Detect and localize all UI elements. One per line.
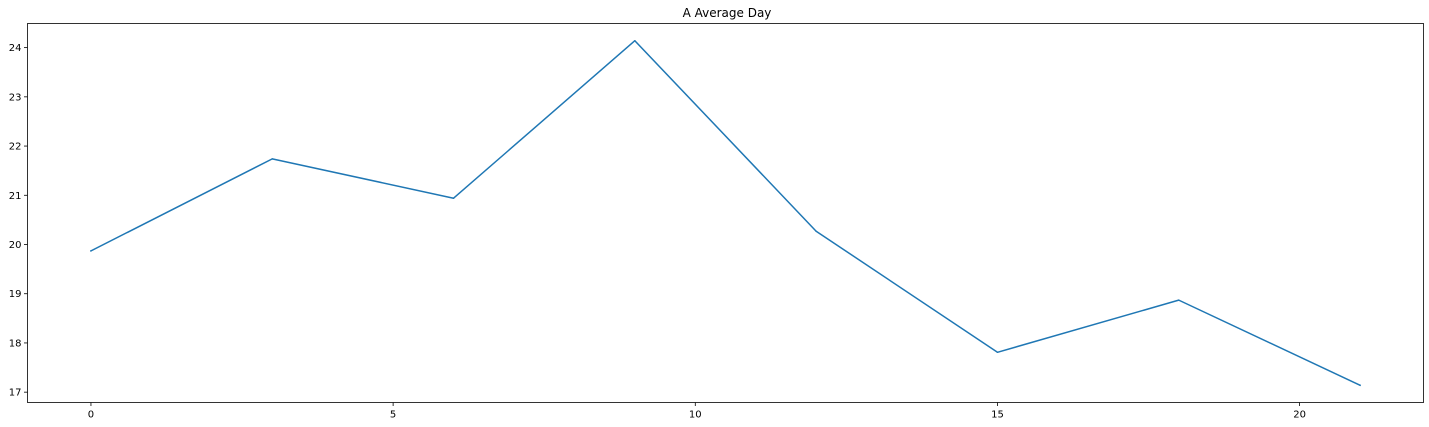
series-line bbox=[89, 39, 1362, 387]
x-tick-label: 20 bbox=[1293, 410, 1306, 421]
x-tick-label: 0 bbox=[88, 410, 94, 421]
y-tick-label: 21 bbox=[9, 191, 22, 202]
y-tick-label: 18 bbox=[9, 338, 22, 349]
y-tick-label: 23 bbox=[9, 92, 22, 103]
plot-frame bbox=[27, 23, 1424, 403]
y-axis: 17 18 19 20 21 22 23 24 bbox=[9, 43, 28, 399]
data-point bbox=[1359, 384, 1361, 387]
y-tick-label: 19 bbox=[9, 289, 22, 300]
data-point bbox=[452, 197, 455, 199]
y-tick-label: 22 bbox=[9, 142, 22, 153]
data-point bbox=[271, 158, 274, 160]
plot-area bbox=[27, 23, 1424, 403]
y-tick-label: 17 bbox=[9, 388, 22, 399]
x-tick-label: 15 bbox=[991, 410, 1004, 421]
series-layer bbox=[89, 39, 1362, 387]
chart-title: A Average Day bbox=[683, 6, 772, 20]
x-tick-label: 5 bbox=[390, 410, 396, 421]
y-tick-label: 24 bbox=[9, 43, 22, 54]
data-point bbox=[90, 250, 92, 252]
data-point bbox=[634, 39, 636, 42]
x-axis: 0 5 10 15 20 bbox=[88, 402, 1306, 421]
x-tick-label: 10 bbox=[689, 410, 702, 421]
data-point bbox=[996, 351, 999, 354]
data-point bbox=[815, 230, 817, 232]
y-tick-label: 20 bbox=[9, 240, 22, 251]
data-point bbox=[1177, 299, 1180, 301]
